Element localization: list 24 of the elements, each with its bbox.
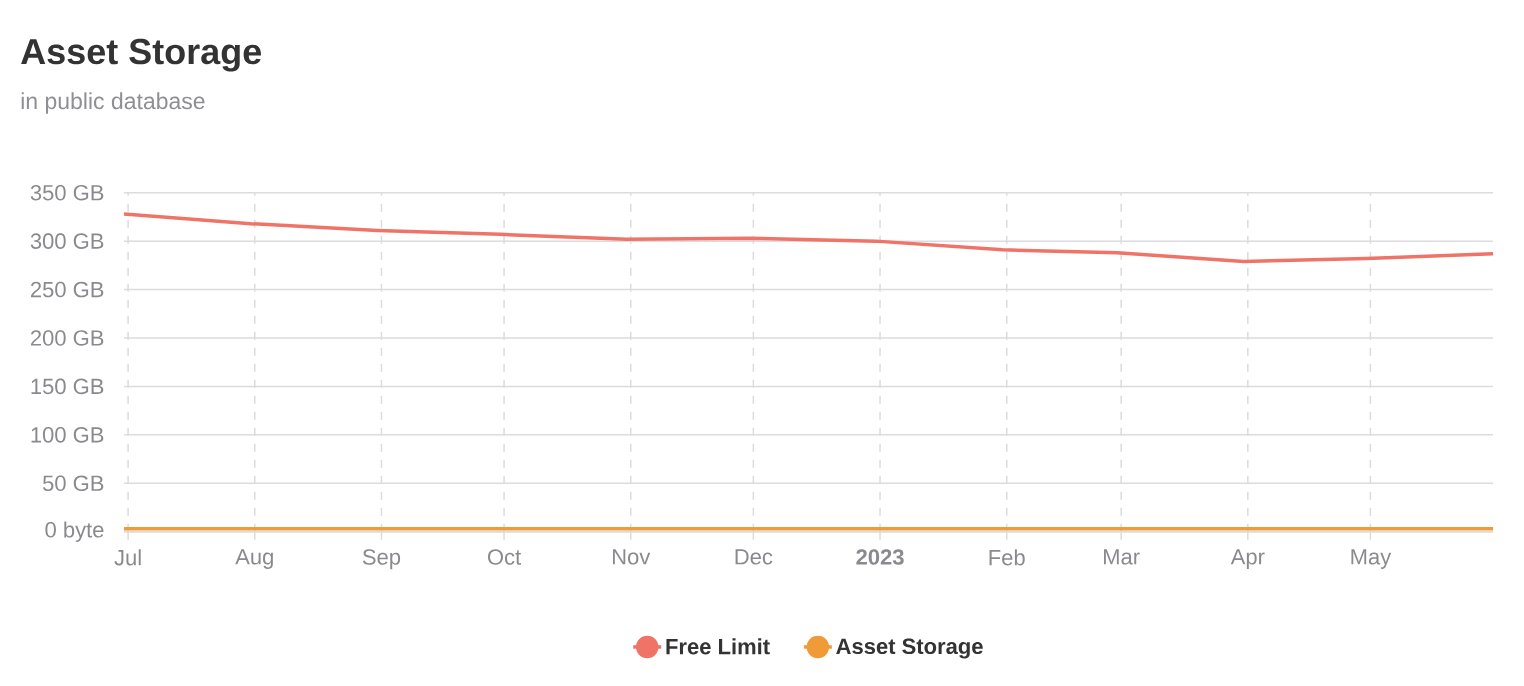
y-tick-label: 300 GB (30, 233, 104, 249)
x-tick-label: 2023 (856, 549, 904, 565)
x-tick-label: Mar (1104, 549, 1140, 565)
y-tick-label: 0 byte (45, 521, 104, 542)
y-tick-label: 200 GB (30, 330, 104, 346)
x-tick-label: May (1351, 549, 1392, 569)
x-tick-label: Feb (989, 549, 1025, 566)
y-tick-label: 150 GB (31, 378, 104, 395)
chart-subtitle: in public database (21, 92, 205, 114)
x-tick-label: Nov (612, 549, 651, 565)
x-tick-label: Dec (735, 549, 773, 565)
legend-label: Free Limit (666, 638, 770, 655)
x-tick-label: Oct (487, 549, 522, 565)
x-tick-label: Sep (362, 549, 401, 570)
legend-label: Asset Storage (836, 638, 983, 659)
x-tick-label: Jul (114, 549, 141, 566)
y-tick-label: 100 GB (31, 427, 104, 443)
x-tick-label: Apr (1230, 549, 1265, 569)
y-tick-label: 250 GB (30, 281, 104, 298)
line-series (124, 212, 1494, 264)
y-tick-label: 50 GB (42, 475, 104, 492)
chart-title: Asset Storage (21, 38, 261, 72)
y-tick-label: 350 GB (30, 184, 104, 201)
x-tick-label: Aug (235, 549, 273, 569)
